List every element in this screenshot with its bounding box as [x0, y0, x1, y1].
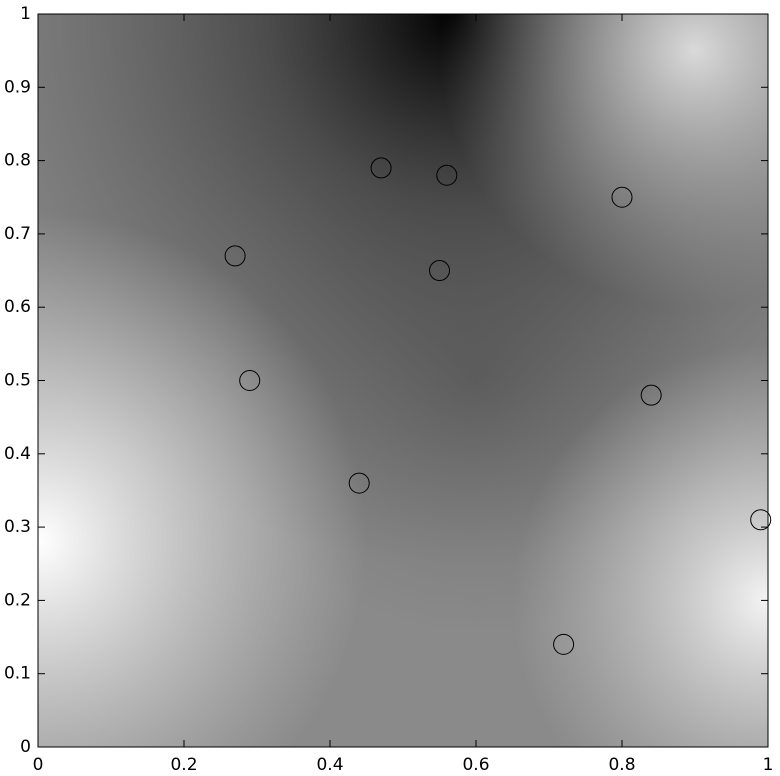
x-tick-label: 0.4 — [316, 755, 343, 775]
point — [348, 472, 370, 494]
y-tick-label: 0.4 — [4, 444, 31, 464]
x-tick-label: 0.6 — [462, 755, 489, 775]
y-tick-label: 0.7 — [4, 224, 31, 244]
y-tick-label: 0.8 — [4, 151, 31, 171]
y-tick-label: 0.2 — [4, 590, 31, 610]
point — [640, 384, 662, 406]
x-tick-label: 0 — [33, 755, 44, 775]
y-tick-label: 0.3 — [4, 517, 31, 537]
y-tick-label: 0.9 — [4, 77, 31, 97]
point — [553, 633, 575, 655]
point — [611, 186, 633, 208]
point — [436, 164, 458, 186]
point — [239, 370, 261, 391]
point — [429, 260, 450, 282]
y-tick-label: 0.6 — [4, 297, 31, 317]
point — [370, 157, 392, 179]
y-tick-label: 0.1 — [4, 664, 31, 684]
contour-background — [38, 14, 768, 747]
x-tick-label: 1 — [763, 755, 774, 775]
x-tick-label: 0.2 — [170, 755, 197, 775]
y-tick-label: 0 — [20, 737, 31, 757]
point — [750, 509, 772, 531]
point — [224, 245, 246, 267]
x-tick-label: 0.8 — [608, 755, 635, 775]
y-tick-label: 1 — [20, 4, 31, 24]
y-tick-label: 0.5 — [4, 371, 31, 391]
